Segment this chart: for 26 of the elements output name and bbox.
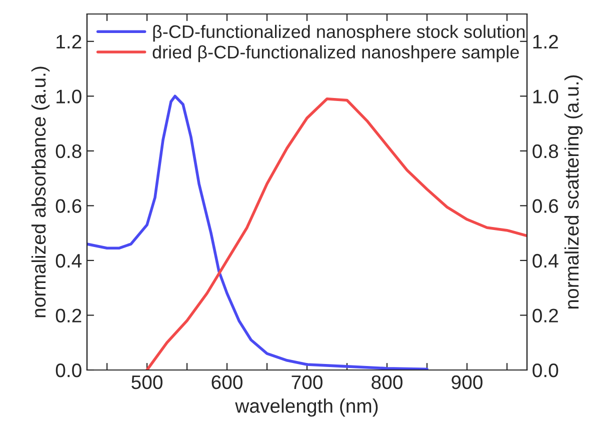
y-tick-label: 0.4	[56, 254, 82, 268]
x-tick-label: 500	[132, 375, 162, 390]
x-tick-label: 600	[212, 375, 242, 390]
y2-tick-label: 0.8	[532, 144, 558, 158]
y-tick-label: 1.2	[56, 34, 82, 48]
y2-axis-title: normalized scattering (a.u.)	[564, 75, 583, 308]
x-tick-label: 700	[292, 375, 322, 390]
y2-tick-label: 1.2	[533, 34, 558, 48]
line-series	[87, 94, 428, 370]
y2-tick-label: 0.2	[532, 308, 558, 322]
y2-tick-label: 0.6	[532, 199, 558, 213]
text: 0.0	[532, 363, 558, 378]
legend-label: dried β-CD-functionalized nanoshpere sample	[152, 45, 519, 62]
y-tick-label: 0.6	[56, 199, 82, 213]
y-tick-label: 0.2	[56, 308, 82, 322]
x-axis-title: wavelength (nm)	[235, 398, 378, 417]
y-tick-label: 0.8	[56, 144, 82, 158]
legend-label: β-CD-functionalized nanosphere stock solution	[153, 24, 525, 42]
x-tick-label: 900	[452, 375, 482, 390]
x-tick-label: 800	[372, 375, 402, 390]
line-series	[146, 98, 527, 370]
text: 1.0	[533, 90, 558, 104]
text: 1.0	[56, 90, 82, 104]
y-axis-title: normalized absorbance (a.u.)	[31, 66, 50, 318]
text: 0.0	[56, 363, 82, 378]
y2-tick-label: 0.4	[532, 254, 558, 268]
